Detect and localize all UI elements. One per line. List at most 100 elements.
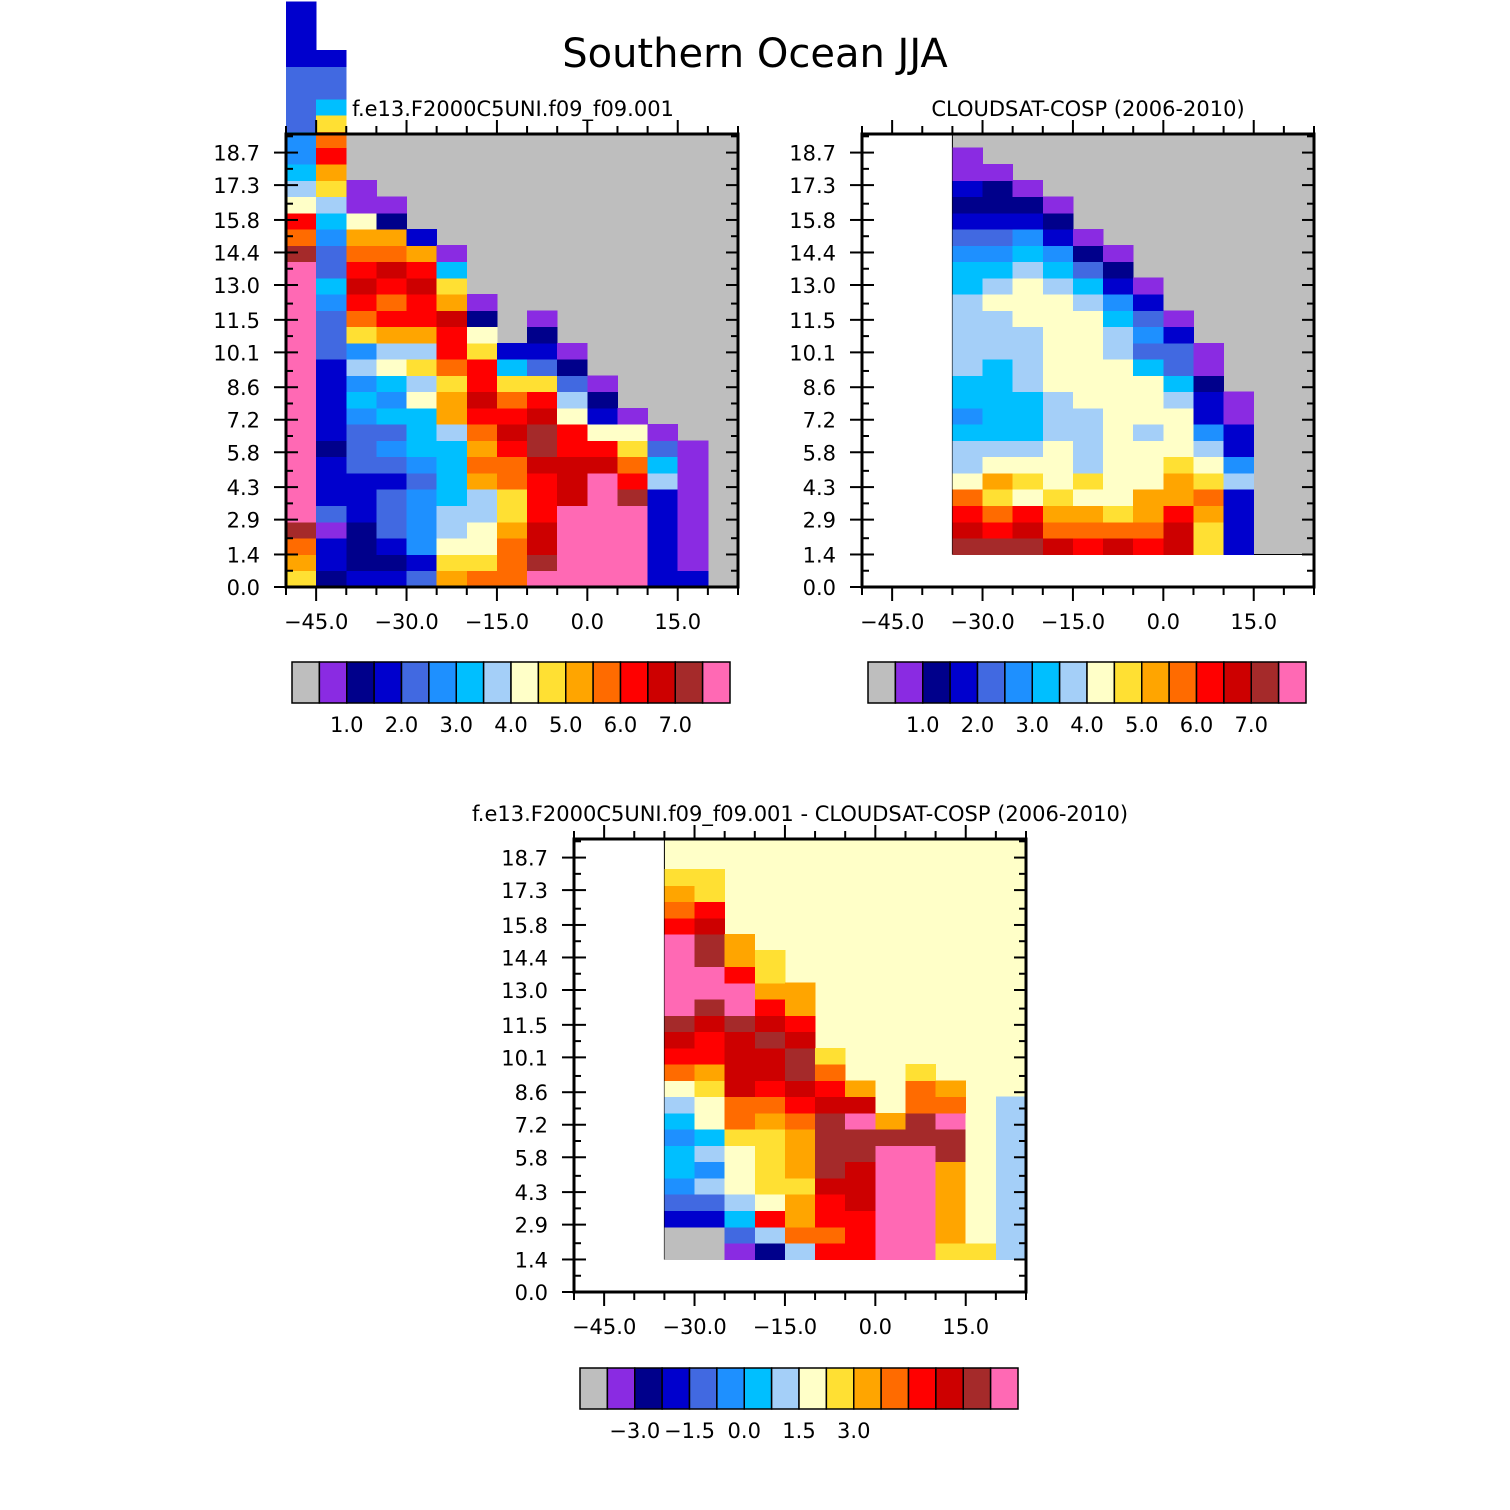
heatmap-cell	[982, 228, 1014, 246]
y-tick-label: 7.2	[803, 409, 836, 433]
heatmap-cell	[316, 424, 347, 441]
heatmap-cell	[952, 196, 983, 214]
heatmap-cell	[1133, 505, 1164, 523]
heatmap-cell	[1163, 424, 1194, 441]
heatmap-cell	[694, 998, 726, 1016]
heatmap-cell	[316, 359, 347, 376]
colorbar-box	[318, 661, 348, 704]
y-tick-label: 17.3	[213, 174, 260, 198]
heatmap-cell	[664, 1226, 695, 1244]
heatmap-cell	[754, 982, 786, 1000]
heatmap-cell	[527, 570, 558, 588]
heatmap-cell	[982, 521, 1014, 539]
heatmap-cell	[845, 1210, 876, 1228]
heatmap-cell	[935, 1080, 967, 1098]
heatmap-cell	[784, 982, 816, 1000]
heatmap-cell	[952, 180, 983, 198]
heatmap-cell	[677, 570, 709, 588]
heatmap-cell	[1103, 375, 1134, 393]
heatmap-cell	[376, 293, 407, 311]
heatmap-cell	[376, 537, 407, 555]
colorbar-label: 4.0	[1070, 713, 1103, 737]
heatmap-cell	[815, 1047, 846, 1065]
heatmap-cell	[694, 1145, 726, 1163]
heatmap-cell	[784, 1080, 816, 1098]
heatmap-cell	[754, 1161, 786, 1179]
heatmap-cell	[1103, 489, 1134, 506]
heatmap-cell	[1223, 407, 1255, 425]
heatmap-cell	[406, 440, 438, 458]
heatmap-cell	[754, 1031, 786, 1049]
heatmap-cell	[982, 472, 1014, 490]
heatmap-cell	[952, 261, 983, 279]
y-tick-label: 11.5	[501, 1014, 548, 1038]
heatmap-cell	[952, 424, 983, 441]
heatmap-cell	[376, 196, 407, 214]
heatmap-cell	[1163, 472, 1194, 490]
heatmap-cell	[815, 1080, 846, 1098]
colorbar-box	[455, 661, 485, 704]
heatmap-cell	[617, 489, 648, 506]
heatmap-cell	[694, 1112, 726, 1130]
heatmap-cell	[694, 982, 726, 1000]
heatmap-cell	[952, 212, 983, 230]
heatmap-cell	[316, 472, 347, 490]
heatmap-cell	[952, 245, 983, 263]
heatmap-cell	[905, 1194, 936, 1211]
heatmap-cell	[1042, 245, 1074, 263]
y-tick-label: 2.9	[803, 509, 836, 533]
heatmap-cell	[346, 293, 377, 311]
heatmap-cell	[286, 424, 317, 441]
heatmap-cell	[346, 489, 377, 506]
heatmap-cell	[527, 310, 558, 328]
heatmap-cell	[286, 17, 317, 35]
heatmap-cell	[724, 1080, 756, 1098]
heatmap-cell	[724, 1177, 756, 1195]
heatmap-cell	[1072, 245, 1104, 263]
heatmap-cell	[1012, 375, 1044, 393]
heatmap-cell	[724, 1015, 756, 1033]
heatmap-cell	[286, 82, 317, 100]
heatmap-cell	[845, 1145, 876, 1163]
heatmap-cell	[346, 310, 377, 328]
heatmap-cell	[286, 277, 317, 295]
heatmap-cell	[982, 293, 1014, 311]
colorbar-box	[798, 1367, 828, 1410]
heatmap-cell	[754, 1080, 786, 1098]
heatmap-cell	[527, 391, 558, 409]
heatmap-cell	[1042, 310, 1074, 328]
y-tick-label: 8.6	[515, 1081, 548, 1105]
heatmap-cell	[694, 868, 726, 886]
heatmap-cell	[952, 310, 983, 328]
heatmap-cell	[436, 570, 468, 588]
heatmap-cell	[286, 326, 317, 344]
heatmap-cell	[1163, 310, 1194, 328]
heatmap-cell	[694, 1047, 726, 1065]
heatmap-cell	[346, 180, 377, 198]
heatmap-cell	[1042, 440, 1074, 458]
heatmap-cell	[664, 1031, 695, 1049]
colorbar-label: 3.0	[1016, 713, 1049, 737]
heatmap-cell	[587, 424, 618, 441]
heatmap-cell	[784, 998, 816, 1016]
heatmap-cell	[376, 554, 407, 572]
heatmap-cell	[376, 424, 407, 441]
heatmap-cell	[754, 1112, 786, 1130]
heatmap-cell	[527, 537, 558, 555]
heatmap-cell	[952, 342, 983, 360]
heatmap-cell	[376, 456, 407, 474]
heatmap-cell	[496, 472, 528, 490]
heatmap-cell	[845, 1242, 876, 1260]
colorbar-box	[701, 661, 731, 704]
heatmap-cell	[1042, 326, 1074, 344]
heatmap-cell	[496, 440, 528, 458]
heatmap-cell	[935, 1242, 967, 1260]
heatmap-cell	[875, 1112, 906, 1130]
x-tick-label: −15.0	[465, 610, 529, 634]
heatmap-cell	[1072, 521, 1104, 539]
heatmap-cell	[496, 505, 528, 523]
heatmap-cell	[1012, 505, 1044, 523]
heatmap-cell	[1012, 359, 1044, 376]
heatmap-cell	[845, 1161, 876, 1179]
heatmap-cell	[587, 570, 618, 588]
